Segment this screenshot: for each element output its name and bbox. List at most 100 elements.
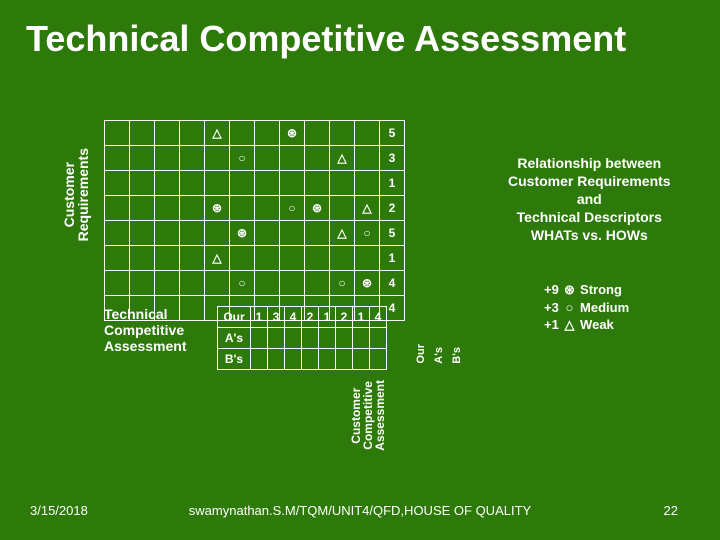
matrix-cell (205, 146, 230, 171)
matrix-cell (105, 146, 130, 171)
matrix-cell: 5 (380, 221, 405, 246)
tca-row-label: Our (218, 307, 251, 328)
tca-cell (353, 328, 370, 349)
matrix-cell (280, 171, 305, 196)
matrix-cell (155, 196, 180, 221)
legend: +9 ⊛ Strong+3 ○ Medium+1 △ Weak (544, 282, 629, 335)
tca-l3: Assessment (104, 338, 187, 354)
matrix-cell (255, 171, 280, 196)
matrix-cell (305, 146, 330, 171)
matrix-cell: ○ (230, 271, 255, 296)
matrix-cell: △ (330, 221, 355, 246)
matrix-cell (255, 146, 280, 171)
tca-cell (268, 328, 285, 349)
matrix-cell (255, 246, 280, 271)
matrix-cell (355, 121, 380, 146)
matrix-cell: 4 (380, 271, 405, 296)
matrix-cell (180, 146, 205, 171)
matrix-cell (130, 221, 155, 246)
matrix-cell (155, 271, 180, 296)
tca-label-block: Technical Competitive Assessment (104, 306, 195, 354)
matrix-cell (330, 246, 355, 271)
tca-cell: 2 (302, 307, 319, 328)
slide-title: Technical Competitive Assessment (0, 0, 720, 60)
matrix-cell: 1 (380, 171, 405, 196)
matrix-cell (155, 246, 180, 271)
matrix-cell (330, 196, 355, 221)
matrix-cell: △ (330, 146, 355, 171)
tca-cell (302, 328, 319, 349)
tca-cell: 2 (336, 307, 353, 328)
matrix-cell: ⊛ (305, 196, 330, 221)
matrix-cell (330, 171, 355, 196)
matrix-cell (355, 246, 380, 271)
matrix-cell (130, 146, 155, 171)
matrix-cell (205, 221, 230, 246)
matrix-cell (105, 121, 130, 146)
tca-cell (319, 349, 336, 370)
matrix-cell (355, 171, 380, 196)
tca-cell (302, 349, 319, 370)
matrix-cell: 2 (380, 196, 405, 221)
matrix-cell: ⊛ (280, 121, 305, 146)
matrix-cell: ○ (280, 196, 305, 221)
matrix-cell (355, 146, 380, 171)
matrix-cell (180, 171, 205, 196)
tca-cell (336, 349, 353, 370)
matrix-cell (305, 121, 330, 146)
matrix-cell: ⊛ (355, 271, 380, 296)
matrix-cell (180, 246, 205, 271)
matrix-cell (255, 121, 280, 146)
tca-cell (336, 328, 353, 349)
our-a-b-labels: Our A's B's (414, 310, 470, 366)
matrix-cell: ○ (330, 271, 355, 296)
matrix-cell: 5 (380, 121, 405, 146)
matrix-cell (130, 171, 155, 196)
tca-cell: 1 (319, 307, 336, 328)
matrix-cell: △ (355, 196, 380, 221)
oab-b: B's (452, 347, 463, 364)
oab-our: Our (416, 344, 427, 364)
tca-cell (251, 328, 268, 349)
tca-cell: 1 (251, 307, 268, 328)
legend-item: +3 ○ Medium (544, 300, 629, 315)
matrix-cell (105, 246, 130, 271)
matrix-cell (155, 171, 180, 196)
matrix-cell (155, 146, 180, 171)
matrix-cell (255, 196, 280, 221)
tca-rows: Our13421214A'sB's (217, 306, 387, 370)
tca-cell: 4 (285, 307, 302, 328)
matrix-cell: 3 (380, 146, 405, 171)
tca-row-label: B's (218, 349, 251, 370)
matrix-cell (230, 171, 255, 196)
footer-credit: swamynathan.S.M/TQM/UNIT4/QFD,HOUSE OF Q… (0, 503, 720, 518)
matrix-cell (280, 146, 305, 171)
tca-cell (353, 349, 370, 370)
tca-cell (370, 328, 387, 349)
legend-item: +1 △ Weak (544, 317, 629, 333)
matrix-cell: ⊛ (205, 196, 230, 221)
customer-requirements-label: CustomerRequirements (62, 148, 90, 241)
matrix-cell: △ (205, 121, 230, 146)
tca-l2: Competitive (104, 322, 184, 338)
matrix-cell (305, 271, 330, 296)
matrix-cell (180, 271, 205, 296)
customer-competitive-assessment: CustomerCompetitiveAssessment (350, 380, 386, 451)
tca-row-label: A's (218, 328, 251, 349)
matrix-cell (255, 221, 280, 246)
tca-cell (319, 328, 336, 349)
tca-cell (370, 349, 387, 370)
matrix-cell (155, 221, 180, 246)
matrix-cell (330, 121, 355, 146)
matrix-cell (105, 171, 130, 196)
footer-page: 22 (664, 503, 678, 518)
matrix-cell (230, 246, 255, 271)
matrix-cell (180, 196, 205, 221)
matrix-cell (305, 171, 330, 196)
matrix-cell (130, 121, 155, 146)
matrix-cell (155, 121, 180, 146)
matrix-cell (305, 221, 330, 246)
matrix-cell (280, 271, 305, 296)
tca-cell (268, 349, 285, 370)
tca-cell (285, 349, 302, 370)
